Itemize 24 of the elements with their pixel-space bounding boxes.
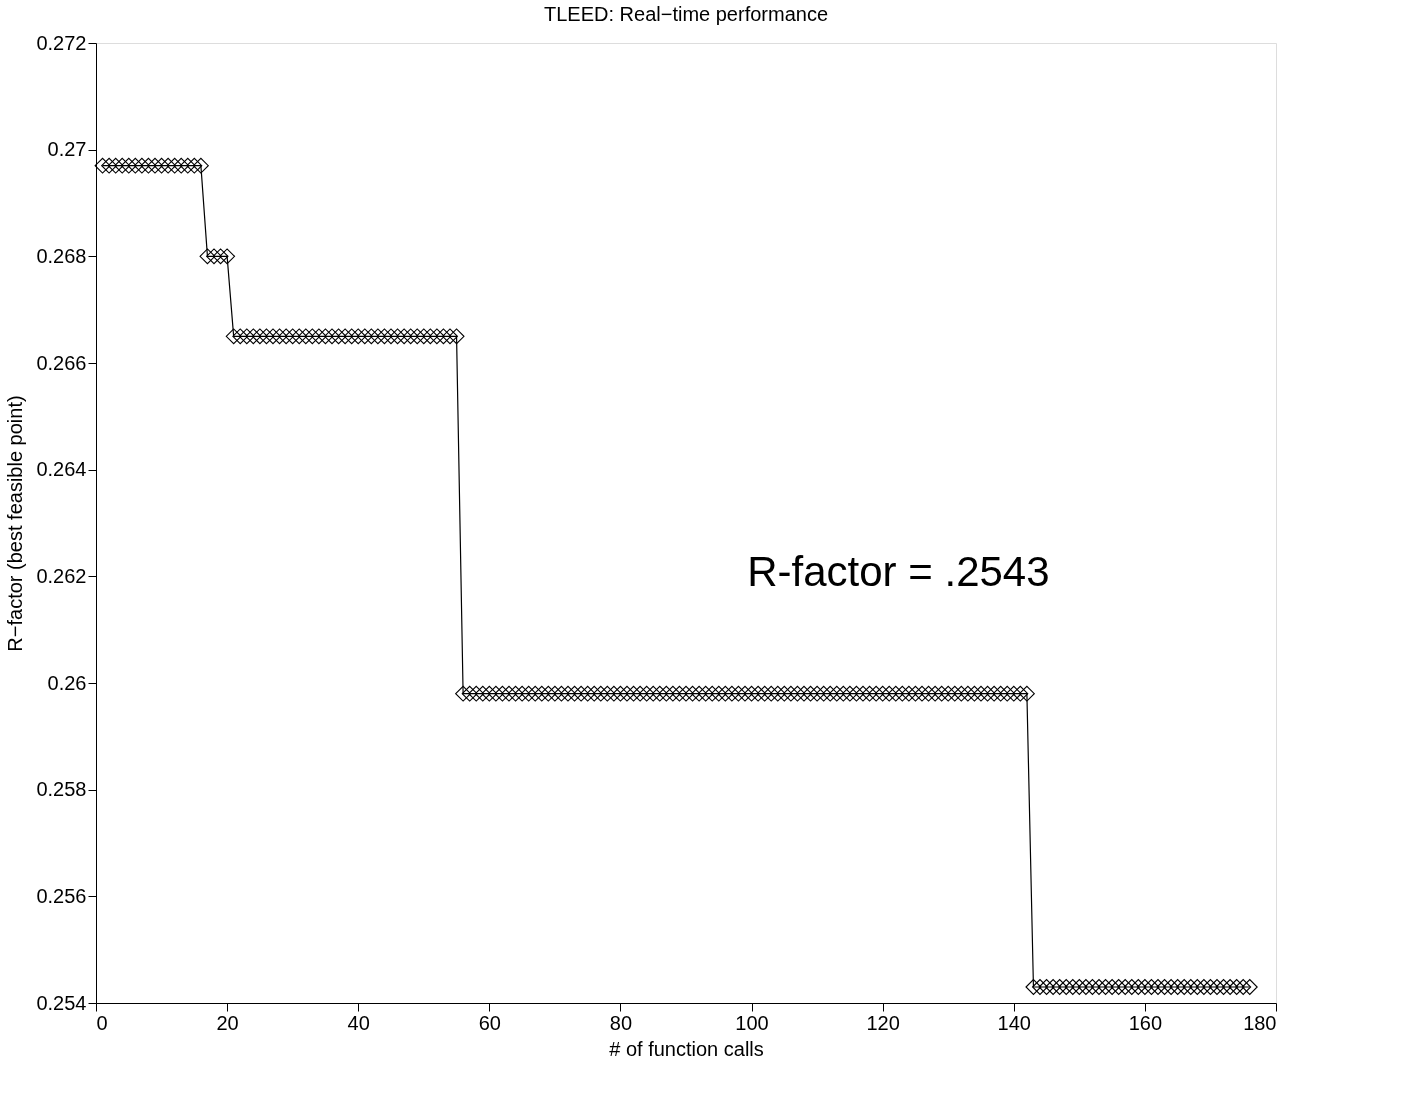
x-tick-label: 180 xyxy=(1243,1011,1277,1034)
y-tick-label: 0.268 xyxy=(36,244,87,267)
y-tick-label: 0.272 xyxy=(36,31,87,54)
annotation: R-factor = .2543 xyxy=(747,547,1050,595)
x-tick-label: 0 xyxy=(96,1011,108,1034)
y-tick-label: 0.26 xyxy=(47,671,87,694)
x-tick-label: 60 xyxy=(478,1011,501,1034)
y-tick-label: 0.266 xyxy=(36,351,87,374)
y-tick-label: 0.256 xyxy=(36,884,87,907)
x-axis-title: # of function calls xyxy=(609,1037,764,1060)
chart-title: TLEED: Real−time performance xyxy=(543,3,829,25)
x-tick-label: 80 xyxy=(609,1011,633,1034)
y-tick-label: 0.262 xyxy=(36,564,87,587)
y-tick-label: 0.264 xyxy=(36,458,87,481)
y-axis-title: R−factor (best feasible point) xyxy=(4,395,27,652)
y-tick-label: 0.254 xyxy=(36,991,87,1014)
x-tick-label: 160 xyxy=(1128,1011,1163,1034)
y-tick-label: 0.258 xyxy=(36,778,87,801)
x-tick-label: 40 xyxy=(347,1011,370,1034)
x-tick-label: 20 xyxy=(216,1011,239,1034)
x-tick-label: 140 xyxy=(997,1011,1031,1034)
x-tick-label: 120 xyxy=(866,1011,900,1034)
y-tick-label: 0.27 xyxy=(47,138,87,161)
x-tick-label: 100 xyxy=(735,1011,769,1034)
